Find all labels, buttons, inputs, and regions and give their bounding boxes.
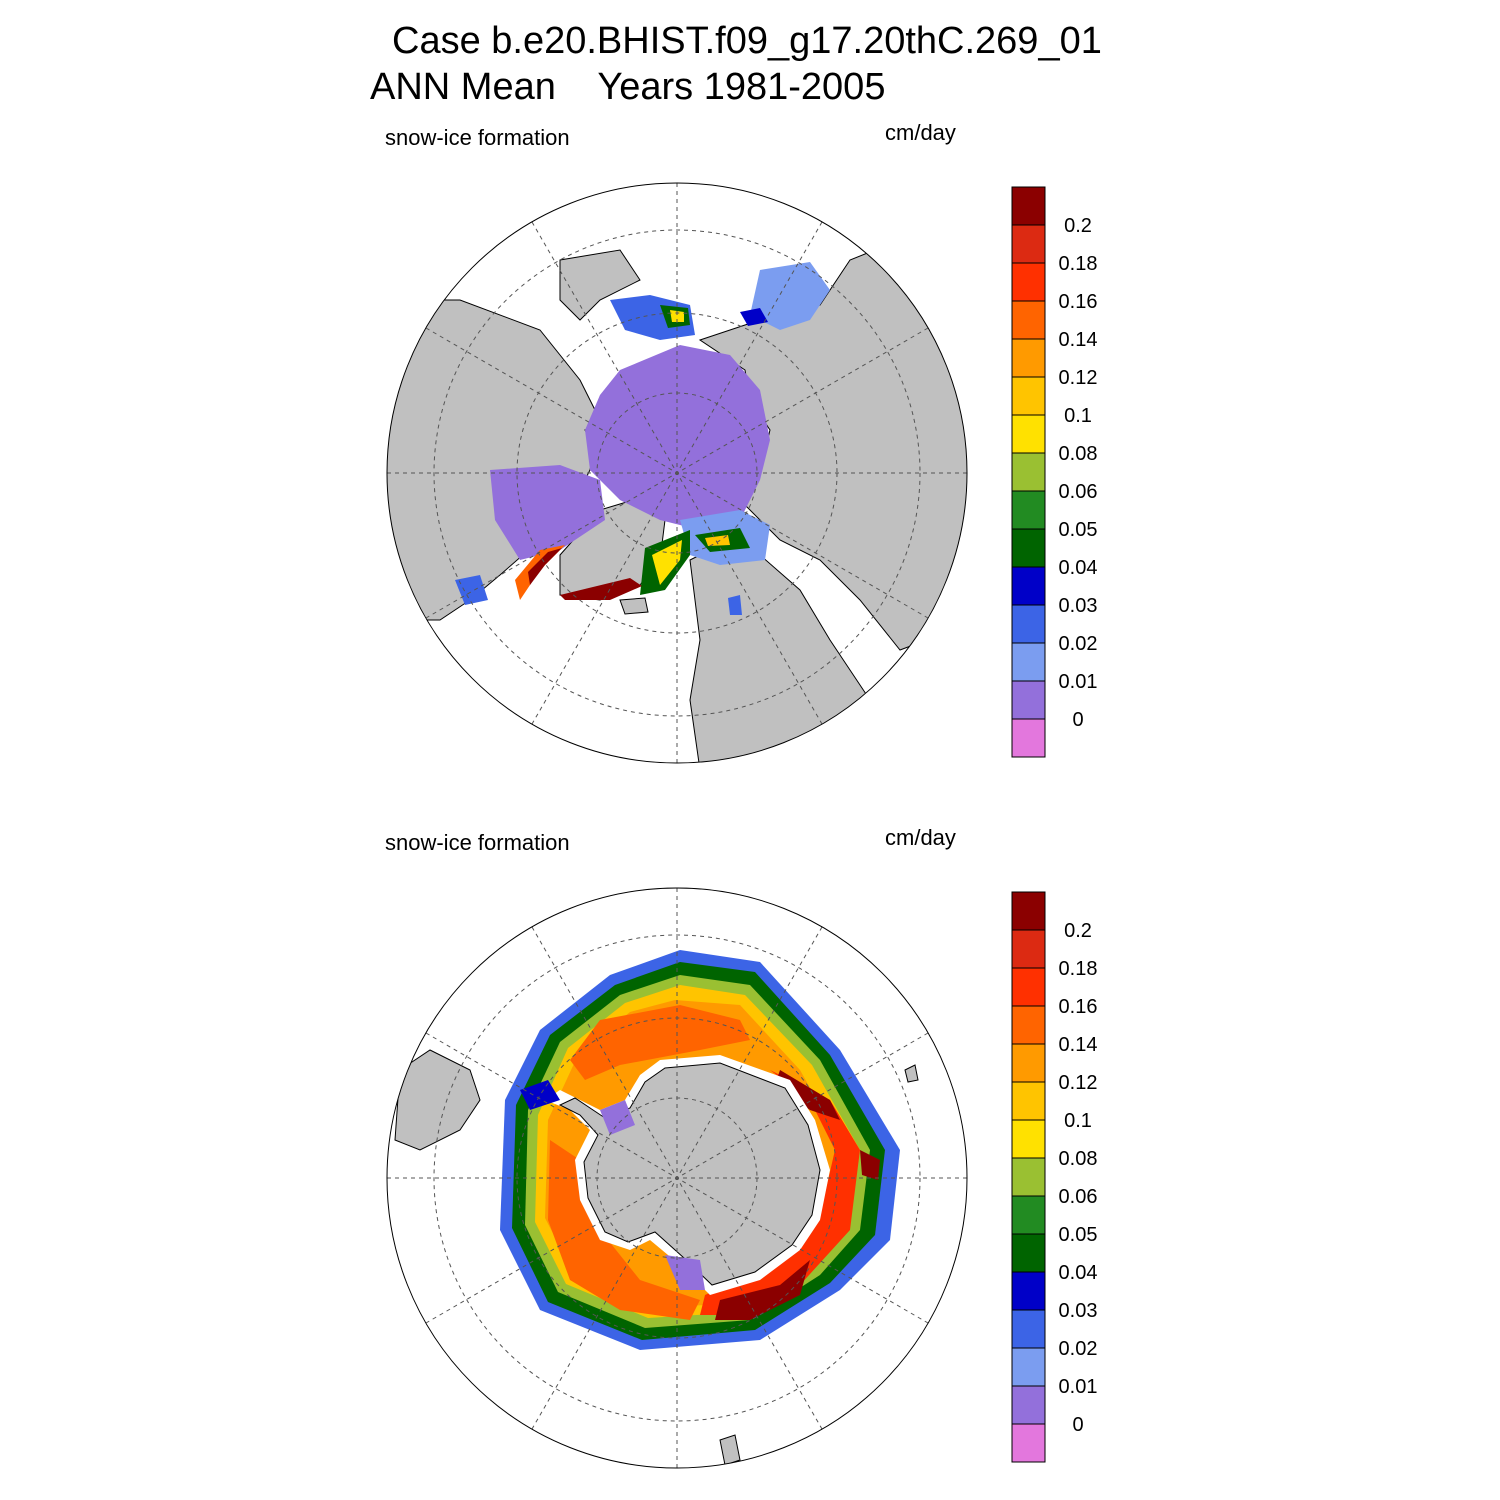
nh-polar-map: [386, 182, 968, 764]
nh-colorbar-tick-label: 0.04: [1059, 557, 1098, 579]
nh-colorbar-segment: [1011, 680, 1046, 720]
sh-colorbar-tick-label: 0.12: [1059, 1072, 1098, 1094]
sh-colorbar-segment: [1011, 929, 1046, 969]
nh-colorbar-tick-label: 0.01: [1059, 671, 1098, 693]
sh-colorbar-tick-label: 0.2: [1064, 920, 1092, 942]
nh-colorbar-segment: [1011, 376, 1046, 416]
sh-colorbar-tick-label: 0.03: [1059, 1300, 1098, 1322]
nh-colorbar-segment: [1011, 566, 1046, 606]
nh-colorbar-segment: [1011, 452, 1046, 492]
nh-map-border: [386, 182, 968, 764]
sh-colorbar: 0 0.01 0.02 0.03 0.04 0.05 0.06 0.08 0.1 0.12 0.14…: [1011, 891, 1098, 1463]
sh-colorbar-segment: [1011, 1233, 1046, 1273]
sh-colorbar-tick-label: 0.14: [1059, 1034, 1098, 1056]
sh-colorbar-segment: [1011, 1195, 1046, 1235]
nh-colorbar-segment: [1011, 718, 1046, 758]
sh-colorbar-tick-label: 0: [1072, 1414, 1083, 1436]
nh-colorbar-tick-label: 0: [1072, 709, 1083, 731]
nh-variable-label: snow-ice formation: [385, 125, 570, 150]
sh-colorbar-tick-label: 0.02: [1059, 1338, 1098, 1360]
nh-colorbar-segment: [1011, 338, 1046, 378]
sh-colorbar-segment: [1011, 1385, 1046, 1425]
sh-graticule: [387, 888, 967, 1468]
sh-colorbar-segment: [1011, 1005, 1046, 1045]
case-title: Case b.e20.BHIST.f09_g17.20thC.269_01: [392, 20, 1102, 62]
nh-colorbar-tick-label: 0.18: [1059, 253, 1098, 275]
sh-variable-label: snow-ice formation: [385, 830, 570, 855]
nh-colorbar-segment: [1011, 186, 1046, 226]
nh-colorbar-segment: [1011, 604, 1046, 644]
sh-units-label: cm/day: [885, 825, 956, 850]
sh-colorbar-segment: [1011, 1119, 1046, 1159]
nh-colorbar-tick-label: 0.03: [1059, 595, 1098, 617]
period-title: ANN Mean Years 1981-2005: [370, 66, 886, 108]
nh-colorbar-tick-label: 0.06: [1059, 481, 1098, 503]
nh-colorbar-segment: [1011, 414, 1046, 454]
nh-colorbar-segment: [1011, 490, 1046, 530]
sh-colorbar-tick-label: 0.1: [1064, 1110, 1092, 1132]
sh-polar-map: [386, 887, 968, 1469]
nh-colorbar-tick-label: 0.1: [1064, 405, 1092, 427]
sh-colorbar-segment: [1011, 1423, 1046, 1463]
nh-colorbar-tick-label: 0.05: [1059, 519, 1098, 541]
nh-colorbar-tick-label: 0.2: [1064, 215, 1092, 237]
sh-colorbar-tick-label: 0.01: [1059, 1376, 1098, 1398]
nh-snow-ice-field: [455, 262, 830, 615]
sh-colorbar-tick-label: 0.08: [1059, 1148, 1098, 1170]
sh-map-border: [386, 887, 968, 1469]
nh-units-label: cm/day: [885, 120, 956, 145]
sh-colorbar-segment: [1011, 1309, 1046, 1349]
sh-colorbar-segment: [1011, 1043, 1046, 1083]
sh-colorbar-segment: [1011, 1271, 1046, 1311]
sh-colorbar-segment: [1011, 1347, 1046, 1387]
nh-colorbar-tick-label: 0.14: [1059, 329, 1098, 351]
sh-outer-land: [394, 1049, 919, 1466]
sh-colorbar-tick-label: 0.06: [1059, 1186, 1098, 1208]
nh-colorbar-tick-label: 0.08: [1059, 443, 1098, 465]
sh-colorbar-tick-label: 0.16: [1059, 996, 1098, 1018]
nh-colorbar: 0 0.01 0.02 0.03 0.04 0.05 0.06 0.08 0.1 0.12 0.14…: [1011, 186, 1098, 758]
nh-graticule: [387, 183, 967, 763]
nh-colorbar-tick-label: 0.12: [1059, 367, 1098, 389]
sh-colorbar-tick-label: 0.18: [1059, 958, 1098, 980]
sh-colorbar-segment: [1011, 1157, 1046, 1197]
nh-colorbar-tick-label: 0.16: [1059, 291, 1098, 313]
nh-colorbar-segment: [1011, 300, 1046, 340]
sh-colorbar-segment: [1011, 891, 1046, 931]
sh-colorbar-segment: [1011, 1081, 1046, 1121]
nh-colorbar-segment: [1011, 224, 1046, 264]
sh-colorbar-tick-label: 0.04: [1059, 1262, 1098, 1284]
sh-colorbar-tick-label: 0.05: [1059, 1224, 1098, 1246]
sh-colorbar-segment: [1011, 967, 1046, 1007]
nh-colorbar-segment: [1011, 642, 1046, 682]
sh-antarctica: [520, 1055, 830, 1295]
nh-colorbar-segment: [1011, 528, 1046, 568]
nh-colorbar-segment: [1011, 262, 1046, 302]
nh-colorbar-tick-label: 0.02: [1059, 633, 1098, 655]
